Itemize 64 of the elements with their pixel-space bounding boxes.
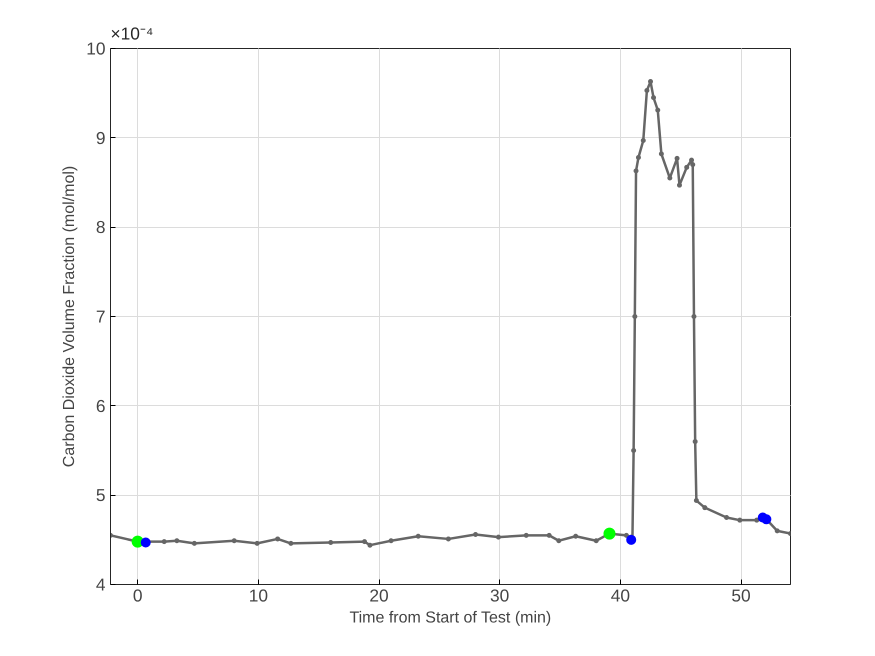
x-tick-label: 0 — [132, 586, 142, 606]
point — [603, 528, 616, 540]
point — [694, 498, 699, 504]
point — [737, 518, 742, 523]
y-tick-label: 8 — [96, 217, 106, 238]
point — [644, 88, 650, 93]
y-tick-label: 7 — [96, 306, 106, 326]
point — [192, 540, 197, 546]
text: ×10⁻⁴ — [110, 24, 154, 44]
point — [140, 538, 151, 548]
point — [636, 154, 641, 160]
point — [254, 540, 260, 546]
x-tick-label: 10 — [248, 586, 268, 606]
point — [232, 538, 237, 544]
point — [546, 532, 552, 538]
y-tick-label: 9 — [96, 128, 106, 148]
point — [690, 162, 696, 168]
point — [761, 514, 772, 524]
point — [288, 540, 294, 546]
point — [774, 528, 780, 534]
point — [388, 538, 394, 544]
point — [556, 538, 562, 544]
point — [162, 539, 167, 544]
point — [132, 536, 144, 548]
x-tick-label: 20 — [369, 586, 389, 606]
y-tick-label: 4 — [96, 574, 106, 594]
point — [658, 151, 664, 156]
y-axis-title: Carbon Dioxide Volume Fraction (mol/mol) — [61, 166, 78, 468]
point — [473, 532, 478, 537]
point — [446, 536, 451, 542]
x-tick-label: 40 — [610, 586, 630, 606]
point — [655, 108, 660, 113]
y-tick-label: 10 — [86, 38, 106, 58]
point — [692, 439, 698, 444]
point — [624, 532, 629, 538]
point — [676, 182, 682, 188]
point — [328, 540, 334, 546]
point — [640, 138, 646, 144]
point — [362, 539, 368, 544]
point — [674, 156, 680, 161]
point — [174, 538, 180, 544]
point — [754, 518, 760, 523]
point — [524, 532, 529, 538]
point — [724, 515, 730, 520]
point — [573, 534, 578, 539]
point — [631, 448, 636, 453]
y-tick-label: 6 — [96, 396, 106, 416]
point — [634, 168, 639, 174]
x-tick-label: 50 — [731, 586, 751, 606]
x-axis-title: Time from Start of Test (min) — [349, 610, 552, 626]
point — [684, 164, 690, 170]
x-tick-label: 30 — [490, 586, 510, 606]
point — [667, 176, 672, 181]
point — [651, 95, 656, 100]
point — [632, 314, 638, 319]
point — [496, 534, 501, 540]
point — [275, 536, 280, 542]
point — [691, 314, 696, 319]
point — [594, 538, 599, 544]
y-tick-label: 5 — [96, 485, 106, 506]
point — [702, 505, 708, 510]
point — [416, 534, 421, 539]
point — [626, 534, 636, 545]
point — [367, 542, 372, 548]
